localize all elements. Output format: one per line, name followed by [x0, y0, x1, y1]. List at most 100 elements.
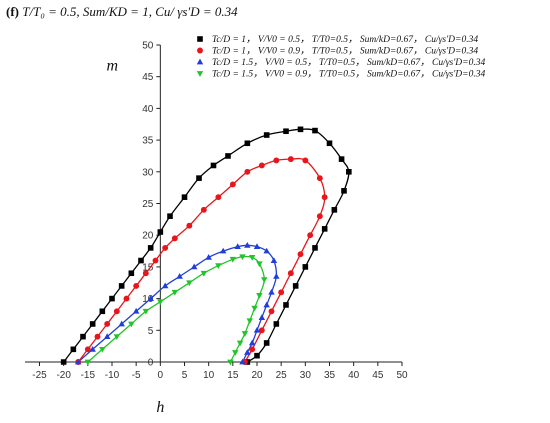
series-4-point [241, 331, 249, 337]
series-4-point [261, 277, 268, 283]
series-3-point [253, 326, 261, 333]
series-1-point [118, 283, 125, 289]
x-tick-label: 50 [396, 370, 408, 381]
series-2-point [133, 282, 140, 289]
series-1-point [263, 340, 270, 346]
series-2-point [152, 257, 159, 264]
series-2-point [278, 289, 285, 296]
series-1-point [292, 283, 299, 289]
x-tick-label: -25 [32, 370, 47, 381]
series-2-point [171, 235, 178, 242]
x-tick-label: -10 [105, 370, 120, 381]
series-1-point [254, 352, 260, 359]
series-4-point [236, 340, 244, 347]
series-3-point [161, 282, 169, 289]
series-3-point [219, 247, 227, 254]
x-tick-label: 40 [348, 370, 360, 381]
x-tick-label: 10 [203, 370, 215, 381]
x-tick-label: -5 [132, 370, 141, 381]
series-1-point [128, 270, 135, 277]
series-1-point [167, 213, 173, 219]
legend-label-1: Tc/D = 1， V/V0 = 0.5， T/T0=0.5， Sum/kD=0… [212, 35, 478, 45]
series-2-point [268, 308, 275, 315]
legend-marker-4 [196, 71, 204, 77]
chart-title: (f) T/T₀ = 0.5, Sum/KD = 1, Cu/ γs′D = 0… [6, 4, 238, 20]
legend-marker-2 [197, 47, 203, 54]
series-3-point [89, 345, 96, 352]
series-2-point [273, 157, 280, 164]
series-1-point [283, 128, 289, 135]
series-1-point [331, 207, 338, 213]
series-1-point [312, 127, 318, 134]
series-1-point [225, 153, 231, 159]
series-2-point [94, 333, 101, 340]
series-2-point [113, 308, 120, 315]
series-1-point [80, 333, 86, 340]
series-2-point [258, 162, 265, 169]
series-2-point [84, 346, 91, 353]
series-1-point [321, 226, 328, 232]
series-1-point [338, 156, 345, 162]
series-2-point [186, 222, 193, 229]
series-3-point [234, 243, 241, 249]
series-2-point [104, 321, 111, 327]
series-4-point [142, 308, 150, 315]
x-tick-label: 15 [227, 370, 239, 381]
panel-label: (f) [6, 4, 19, 19]
series-3-point [74, 358, 82, 365]
series-1-point [326, 140, 333, 147]
series-3-point [253, 243, 261, 249]
legend-label-2: Tc/D = 1， V/V0 = 0.9， T/T0=0.5， Sum/kD=0… [212, 47, 478, 57]
series-4-point [128, 321, 135, 328]
x-tick-label: 35 [324, 370, 336, 381]
series-2-point [297, 251, 304, 258]
x-tick-label: -15 [81, 370, 96, 381]
series-2-point [302, 157, 309, 164]
series-4-point [248, 255, 256, 261]
series-2-point [287, 156, 294, 163]
x-tick-label: 5 [182, 370, 188, 381]
series-4-line [87, 255, 265, 363]
series-3-point [258, 314, 266, 320]
series-1-line [63, 128, 350, 363]
series-4-point [171, 289, 179, 296]
series-3-point [176, 273, 183, 279]
series-1-point [210, 162, 217, 169]
series-1-point [341, 188, 347, 194]
series-2-point [244, 168, 251, 175]
series-3-point [268, 288, 275, 295]
series-3-point [273, 273, 280, 279]
y-tick-label: 5 [148, 326, 154, 337]
series-4-point [157, 299, 164, 306]
series-1-point [283, 302, 289, 308]
series-2-point [258, 327, 265, 334]
y-tick-label: 30 [142, 167, 154, 178]
series-3-point [248, 339, 256, 346]
series-4-point [251, 305, 258, 312]
axes: -25 -20 -15 -10 -5 0 5 10 15 20 25 30 35 40 45 50 0 5 10 15… [25, 41, 408, 416]
series-2-point [316, 213, 323, 220]
series-3-point [263, 301, 270, 308]
series-3-point [147, 295, 154, 301]
x-tick-label: -20 [56, 370, 71, 381]
series-2-line [77, 157, 326, 363]
series-4-point [239, 254, 246, 261]
series-3-point [103, 333, 111, 340]
legend: Tc/D = 1， V/V0 = 0.5， T/T0=0.5， Sum/kD=0… [196, 35, 485, 80]
series-4-point [246, 318, 253, 325]
y-tick-label: 10 [142, 294, 154, 305]
series-3-point [190, 263, 198, 270]
y-tick-label: 45 [142, 72, 154, 83]
y-tick-label: 25 [142, 199, 154, 210]
y-tick-label: 40 [142, 104, 154, 115]
series-2-point [162, 244, 169, 251]
series-1-point [273, 321, 280, 327]
legend-marker-3 [196, 58, 204, 65]
y-tick-label: 35 [142, 136, 154, 147]
series-4-point [99, 346, 106, 353]
x-tick-label: 45 [372, 370, 384, 381]
series-1-point [346, 169, 352, 175]
series-4-point [227, 359, 234, 366]
x-tick-label: 20 [251, 370, 263, 381]
